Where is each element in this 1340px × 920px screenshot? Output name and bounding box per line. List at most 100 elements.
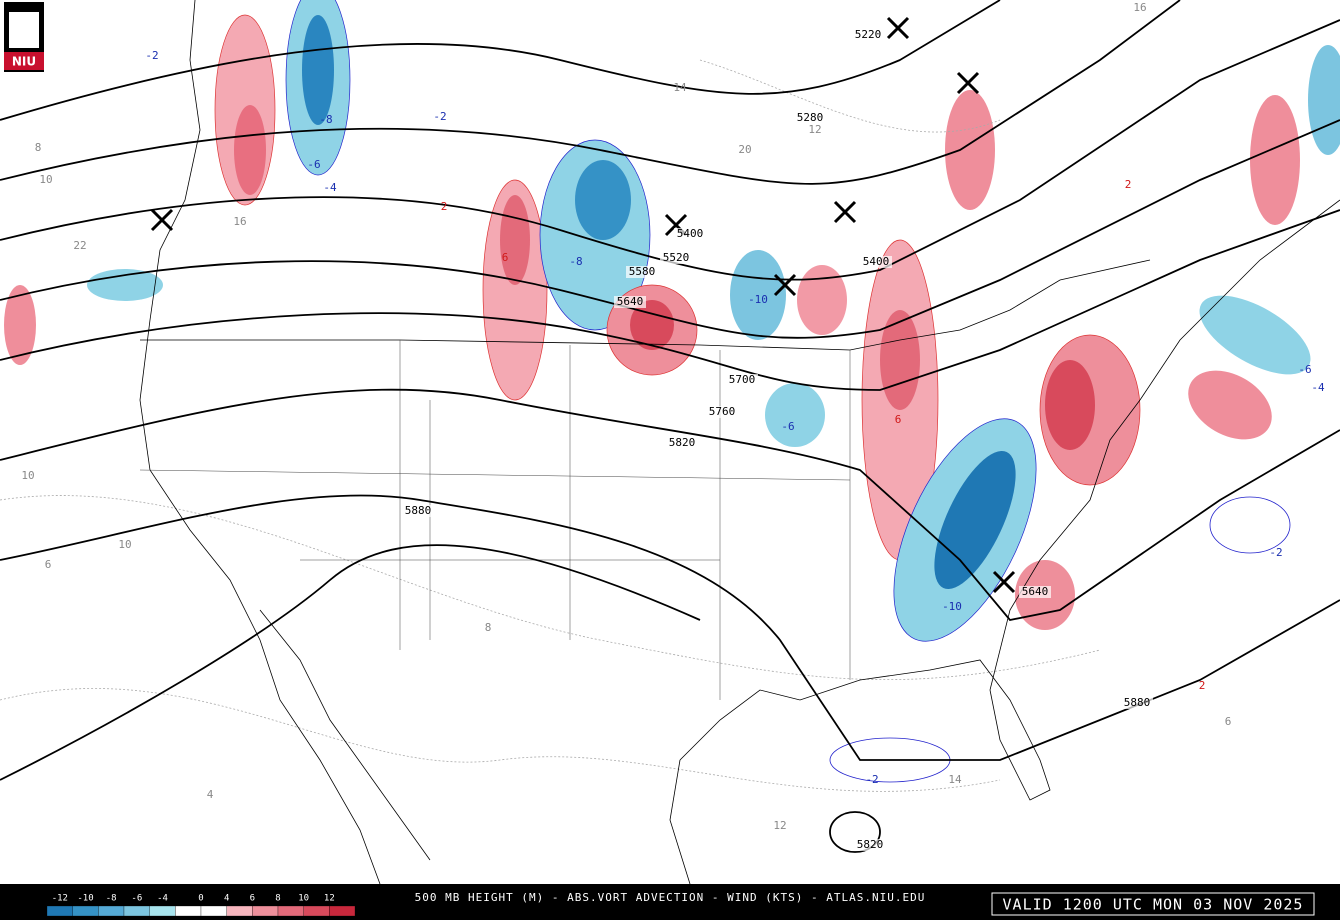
label-bg [794,112,826,124]
logo-band [4,52,44,70]
advection-label: -10 [942,600,962,613]
colorbar-swatch [72,905,99,917]
negative-area [1199,295,1311,375]
colorbar-label: -12 [52,894,68,904]
colorbar-label: -8 [106,894,117,904]
negative-area [1308,45,1340,155]
positive-core [630,300,674,350]
colorbar: -12 -10 -8 -6 -4 0 4 6 8 10 12 [46,894,356,917]
height-label: 5400 [677,227,704,240]
vorticity-line [0,495,1101,681]
low-marker [773,273,797,297]
vorticity-label: 16 [233,215,246,228]
vorticity-label: 8 [485,621,492,634]
negative-area [87,269,163,301]
label-bg [660,252,692,264]
height-label: 5820 [857,838,884,851]
vorticity-label: 14 [673,81,687,94]
footer-title: 500 MB HEIGHT (M) - ABS.VORT ADVECTION -… [415,891,926,904]
colorbar-label: 0 [198,894,203,904]
advection-label: 2 [1125,178,1132,191]
colorbar-swatch [226,905,253,917]
advection-label: -6 [307,158,320,171]
mexico-coast [669,759,691,885]
positive-area [1188,370,1272,440]
advection-label: -4 [323,181,337,194]
negative-contour [1209,496,1291,554]
vorticity-label: 10 [21,469,34,482]
vorticity-label: 6 [1225,715,1232,728]
height-label: 5640 [1022,585,1049,598]
positive-core [500,195,530,285]
height-line [0,0,1001,121]
advection-label: 2 [441,200,448,213]
advection-label: -6 [1298,363,1311,376]
low-centers [150,16,1016,594]
negative-area [730,250,786,340]
colorbar-swatch [303,905,330,917]
positive-area [482,179,548,401]
positive-core [1045,360,1095,450]
height-label: 5580 [629,265,656,278]
positive-area [797,265,847,335]
vorticity-label: 14 [948,773,962,786]
label-bg [706,406,738,418]
height-label: 5280 [797,111,824,124]
logo-text: NIU [12,55,36,69]
positive-core [880,310,920,410]
advection-label: 6 [895,413,902,426]
advection-label: -2 [433,110,446,123]
label-bg [860,256,892,268]
logo: NIU [4,2,44,72]
height-label: 5820 [669,436,696,449]
label-bg [626,266,658,278]
negative-area [765,383,825,447]
low-marker [150,208,174,232]
vorticity-label: 16 [1133,1,1146,14]
advection-label: -10 [748,293,768,306]
gulf-coast [679,659,1051,801]
low-marker [833,200,857,224]
height-label: 5700 [729,373,756,386]
colorbar-swatch [149,905,176,917]
vorticity-label: 10 [39,173,52,186]
east-coast [989,199,1340,691]
colorbar-label: -4 [157,894,168,904]
colorbar-swatch [277,905,304,917]
height-label: 5640 [617,295,644,308]
height-line [829,811,881,853]
colorbar-swatch [175,905,202,917]
low-marker [886,16,910,40]
colorbar-label: -10 [77,894,93,904]
height-line [0,388,1340,621]
advection-label: -8 [569,255,582,268]
advection-label: 2 [1199,679,1206,692]
label-bg [674,228,706,240]
label-bg [1019,586,1051,598]
height-line [0,19,1340,281]
height-label: 5880 [1124,696,1151,709]
label-bg [402,505,434,517]
vorticity-label: 4 [207,788,214,801]
label-bg [614,296,646,308]
height-label: 5880 [405,504,432,517]
height-contours [0,0,1340,853]
label-bg [726,374,758,386]
colorbar-label: 8 [275,894,280,904]
label-bg [854,839,886,851]
height-line [0,119,1340,339]
colorbar-swatch [46,905,73,917]
vorticity-label: 12 [773,819,786,832]
colorbar-swatch [98,905,125,917]
height-label: 5760 [709,405,736,418]
height-line [0,544,701,781]
negative-core [575,160,631,240]
advection-label: -6 [781,420,794,433]
height-label: 5220 [855,28,882,41]
label-bg [1121,697,1153,709]
colorbar-swatch [252,905,279,917]
low-marker [956,71,980,95]
height-line [0,209,1340,391]
positive-area [1250,95,1300,225]
